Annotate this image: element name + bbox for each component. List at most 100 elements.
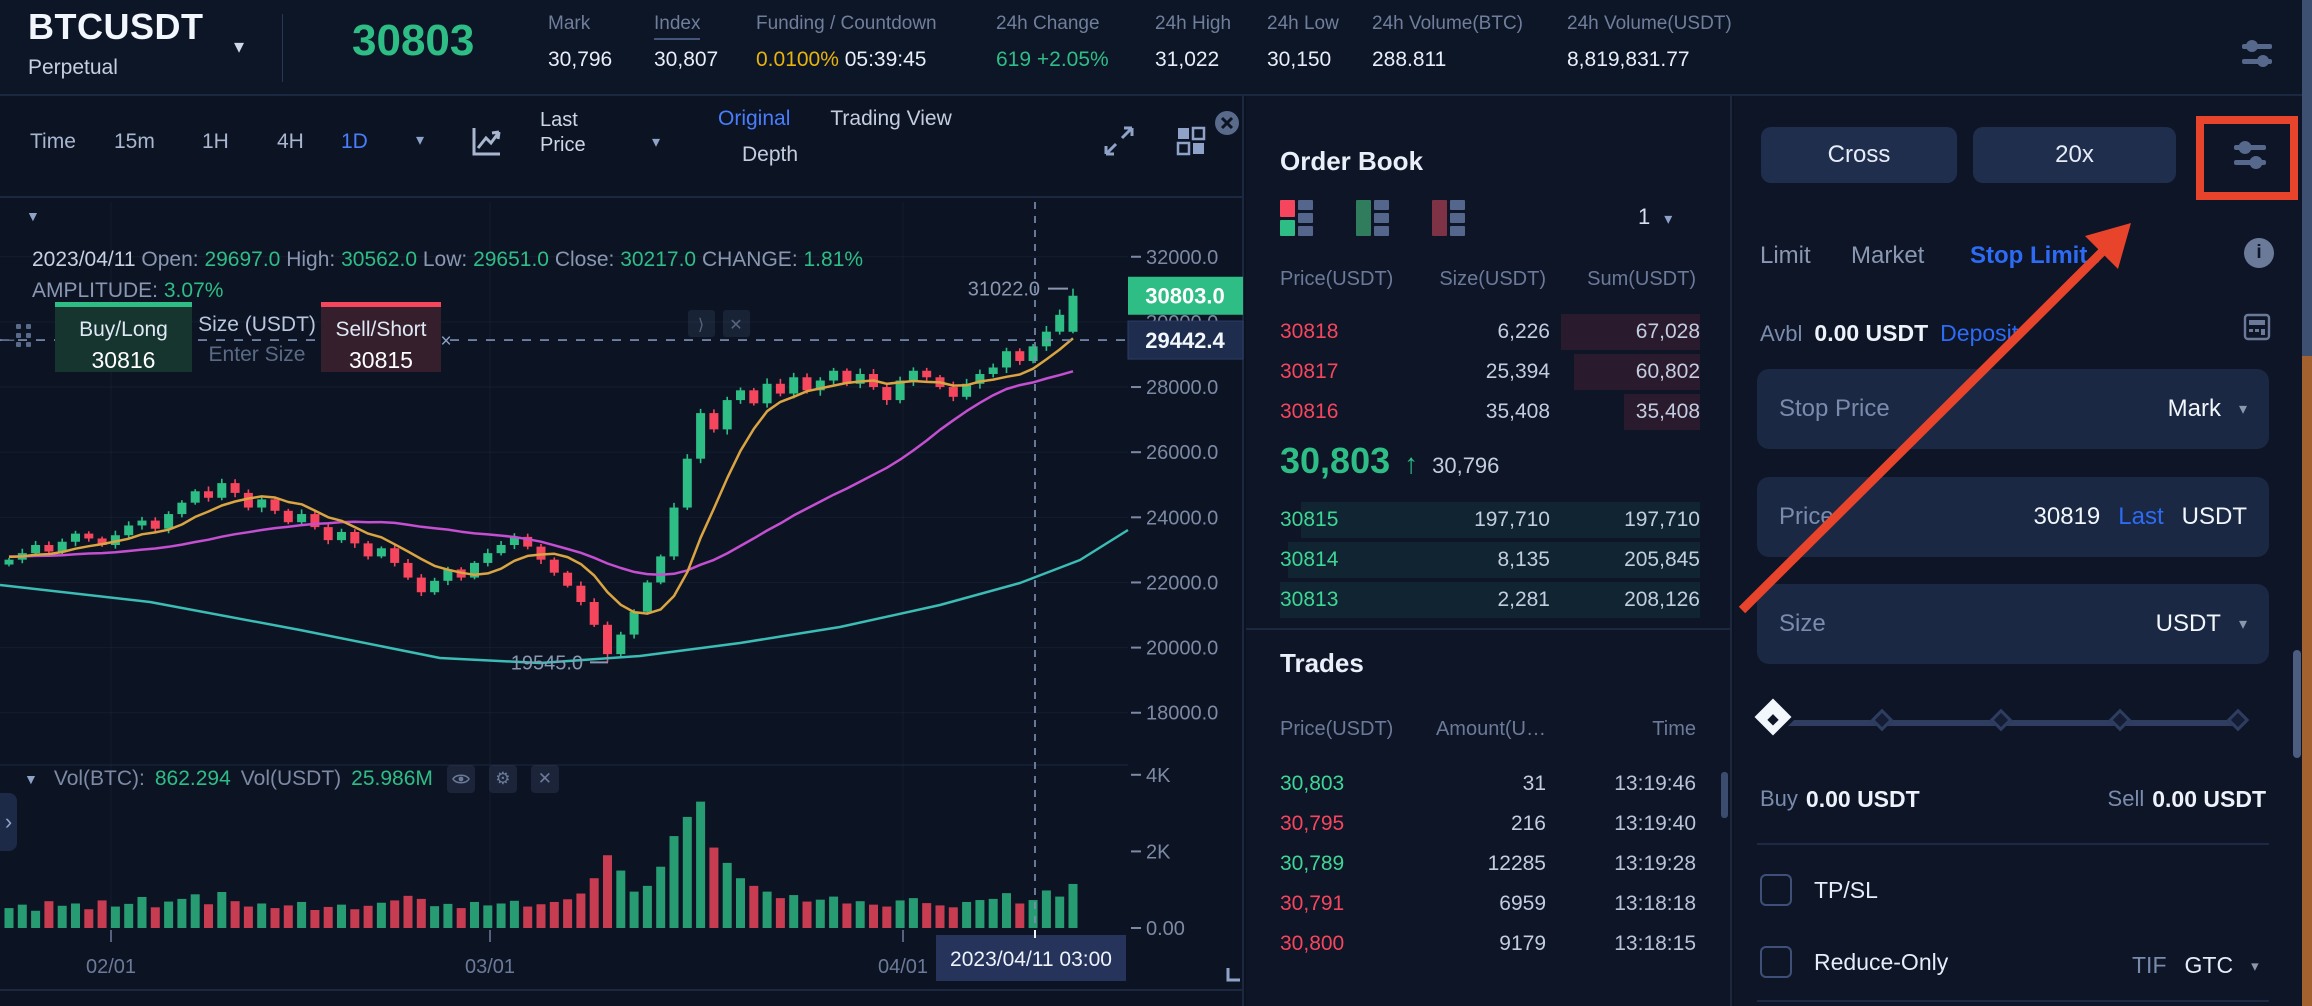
reduce-only-checkbox[interactable] — [1760, 946, 1792, 978]
volume-bar — [988, 898, 998, 928]
gear-icon[interactable]: ⚙ — [488, 765, 517, 793]
panel-expander-chevron[interactable]: › — [0, 793, 17, 851]
sell-short-button[interactable]: Sell/Short 30815 — [321, 302, 441, 373]
chart-style-icon[interactable] — [470, 124, 504, 158]
trigger-type-select[interactable]: Mark — [2167, 395, 2221, 422]
size-slider[interactable] — [1754, 696, 2252, 750]
vol-usdt-value: 25.986M — [351, 767, 433, 790]
ghost-button-icon: ✕ — [729, 317, 742, 334]
trade-row[interactable]: 30,789 12285 13:19:28 — [1280, 852, 1696, 875]
size-input[interactable]: Size (USDT) Enter Size — [196, 302, 318, 370]
price-chart[interactable]: ×⟩✕32000.030000.028000.026000.024000.022… — [0, 198, 1244, 1006]
interval-tab-4h[interactable]: 4H — [277, 130, 304, 153]
eye-icon[interactable] — [446, 765, 475, 793]
remove-indicator-icon[interactable]: ✕ — [530, 765, 559, 793]
interval-tab-1h[interactable]: 1H — [202, 130, 229, 153]
order-tab-market[interactable]: Market — [1851, 242, 1925, 269]
avbl-value: 0.00 USDT — [1814, 320, 1929, 346]
interval-tab-15m[interactable]: 15m — [114, 130, 155, 153]
trade-row[interactable]: 30,803 31 13:19:46 — [1280, 772, 1696, 795]
candle-body — [1041, 331, 1051, 347]
leverage-button[interactable]: 20x — [1973, 127, 2176, 183]
view-tab-depth[interactable]: Depth — [742, 143, 799, 166]
orderbook-ask-row[interactable]: 30816 35,408 35,408 — [1280, 392, 1700, 432]
fullscreen-icon[interactable] — [1102, 124, 1136, 158]
scrollbar-track[interactable] — [2302, 0, 2312, 356]
buy-cost-value: 0.00 USDT — [1805, 786, 1920, 812]
volume-bar — [563, 899, 573, 928]
price-source-select[interactable]: Last Price — [540, 109, 586, 156]
symbol-name[interactable]: BTCUSDT — [28, 6, 204, 47]
interval-tab-time[interactable]: Time — [30, 130, 76, 153]
orderbook-ask-row[interactable]: 30817 25,394 60,802 — [1280, 352, 1700, 392]
buy-long-label: Buy/Long — [79, 318, 168, 341]
volume-bar — [31, 910, 41, 928]
interval-tab-1d[interactable]: 1D — [341, 130, 368, 153]
trade-row[interactable]: 30,791 6959 13:18:18 — [1280, 892, 1696, 915]
price-value[interactable]: 30819 — [2033, 503, 2101, 530]
chevron-down-icon[interactable]: ▾ — [652, 134, 661, 151]
candle-body — [842, 370, 852, 384]
ma25-line — [8, 370, 1074, 577]
close-icon[interactable] — [1214, 110, 1240, 136]
tif-select[interactable]: TIF GTC ▾ — [2132, 952, 2259, 979]
deposit-link[interactable]: Deposit — [1940, 320, 2019, 346]
tpsl-label: TP/SL — [1814, 876, 1878, 903]
legend-collapse-icon[interactable]: ▼ — [26, 208, 40, 224]
chart-view-tabs: Original Trading View Depth — [718, 104, 1018, 170]
price-field[interactable]: Price 30819 Last USDT — [1757, 477, 2269, 557]
stat-value: 31,022 — [1155, 48, 1220, 71]
candle-body — [1015, 351, 1025, 361]
volume-bar — [829, 896, 839, 928]
remove-line-icon: × — [440, 331, 451, 352]
volume-bar — [549, 901, 559, 928]
slider-stop[interactable] — [1989, 708, 2013, 732]
slider-stop[interactable] — [1870, 708, 1894, 732]
view-tab-trading-view[interactable]: Trading View — [830, 107, 952, 130]
size-field[interactable]: Size USDT ▾ — [1757, 584, 2269, 664]
volume-bar — [337, 904, 346, 928]
view-tab-original[interactable]: Original — [718, 107, 791, 130]
chevron-down-icon[interactable]: ▾ — [234, 36, 245, 58]
grid-layout-icon[interactable] — [1174, 124, 1208, 158]
orderbook-bid-row[interactable]: 30814 8,135 205,845 — [1280, 540, 1700, 580]
slider-stop[interactable] — [2108, 708, 2132, 732]
scrollbar-highlight[interactable] — [2302, 356, 2312, 1006]
orderbook-ask-row[interactable]: 30818 6,226 67,028 — [1280, 312, 1700, 352]
order-tab-stop-limit[interactable]: Stop Limit ▾ — [1970, 242, 2103, 269]
depth-grouping-select[interactable]: 1 ▾ — [1638, 204, 1673, 229]
slider-handle[interactable] — [1754, 698, 1792, 736]
scrollbar[interactable] — [1721, 772, 1728, 818]
mark-price: 30,796 — [1432, 453, 1500, 478]
margin-mode-button[interactable]: Cross — [1761, 127, 1957, 183]
scrollbar-thumb[interactable] — [2293, 650, 2301, 758]
orderbook-bid-row[interactable]: 30813 2,281 208,126 — [1280, 580, 1700, 620]
widget-collapse-icon[interactable]: – — [2, 326, 15, 351]
drag-handle-icon[interactable] — [16, 324, 32, 354]
size-unit-select[interactable]: USDT — [2155, 610, 2221, 637]
candle-body — [882, 387, 892, 401]
tpsl-checkbox[interactable] — [1760, 874, 1792, 906]
orderbook-mode-bids-icon[interactable] — [1356, 200, 1392, 236]
candle-body — [749, 390, 759, 404]
calculator-icon[interactable] — [2242, 312, 2272, 342]
stop-price-field[interactable]: Stop Price Mark ▾ — [1757, 369, 2269, 449]
orderbook-bid-row[interactable]: 30815 197,710 197,710 — [1280, 500, 1700, 540]
trade-row[interactable]: 30,795 216 13:19:40 — [1280, 812, 1696, 835]
buy-long-button[interactable]: Buy/Long 30816 — [55, 302, 192, 373]
volume-bar — [576, 893, 586, 928]
order-tab-limit[interactable]: Limit — [1760, 242, 1811, 269]
orderbook-mode-both-icon[interactable] — [1280, 200, 1316, 236]
orderbook-mode-asks-icon[interactable] — [1432, 200, 1468, 236]
volume-collapse-icon[interactable]: ▼ — [24, 771, 38, 787]
trade-row[interactable]: 30,800 9179 13:18:15 — [1280, 932, 1696, 955]
slider-stop[interactable] — [2226, 708, 2250, 732]
info-icon[interactable]: i — [2244, 238, 2274, 268]
use-last-price-link[interactable]: Last — [2118, 503, 2164, 530]
candle-body — [57, 541, 67, 552]
volume-bar — [124, 903, 134, 928]
interval-more-caret-icon[interactable]: ▾ — [416, 132, 425, 149]
preferences-sliders-icon[interactable] — [2231, 138, 2269, 172]
sliders-icon[interactable] — [2240, 38, 2276, 70]
